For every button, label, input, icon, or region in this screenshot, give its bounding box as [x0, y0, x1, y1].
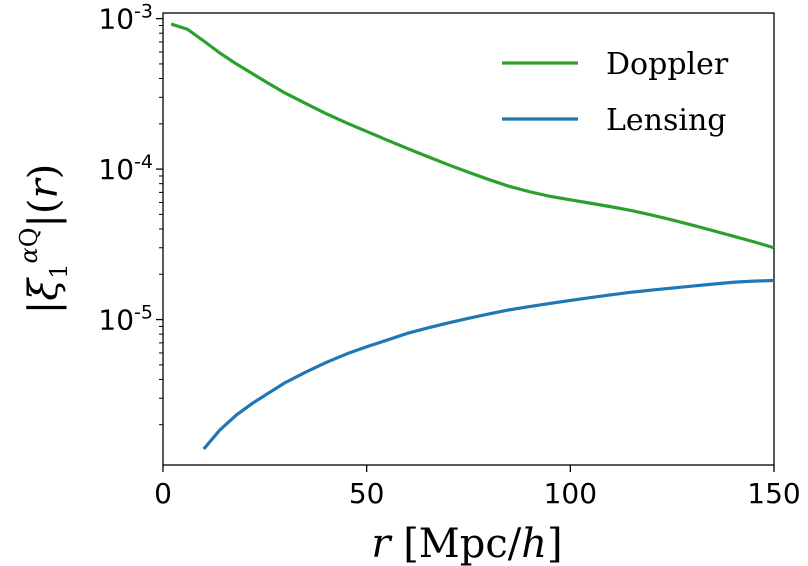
legend: Doppler Lensing: [502, 47, 729, 138]
x-axis-label: r [Mpc/h]: [371, 521, 562, 566]
y-tick-label-0: 10-3: [98, 1, 153, 36]
x-tick-label-1: 50: [349, 477, 385, 510]
x-tick-label-2: 100: [544, 477, 597, 510]
y-tick-label-1: 10-4: [98, 151, 153, 186]
y-axis-label: |ξ1αQ|(r): [15, 164, 73, 315]
series-line-doppler: [170, 22, 775, 250]
legend-label-lensing: Lensing: [606, 103, 727, 138]
series-line-lensing: [202, 278, 775, 451]
y-tick-label-2: 10-5: [98, 302, 153, 337]
x-tick-label-0: 0: [154, 477, 172, 510]
plot-frame: [162, 12, 775, 466]
x-tick-label-3: 150: [747, 477, 800, 510]
svg-text:|ξ1αQ|(r): |ξ1αQ|(r): [15, 164, 73, 315]
ticks: [156, 17, 775, 472]
series: [170, 22, 775, 451]
legend-label-doppler: Doppler: [606, 47, 729, 82]
tick-labels: 0 50 100 150 10-3 10-4 10-5: [98, 1, 800, 510]
